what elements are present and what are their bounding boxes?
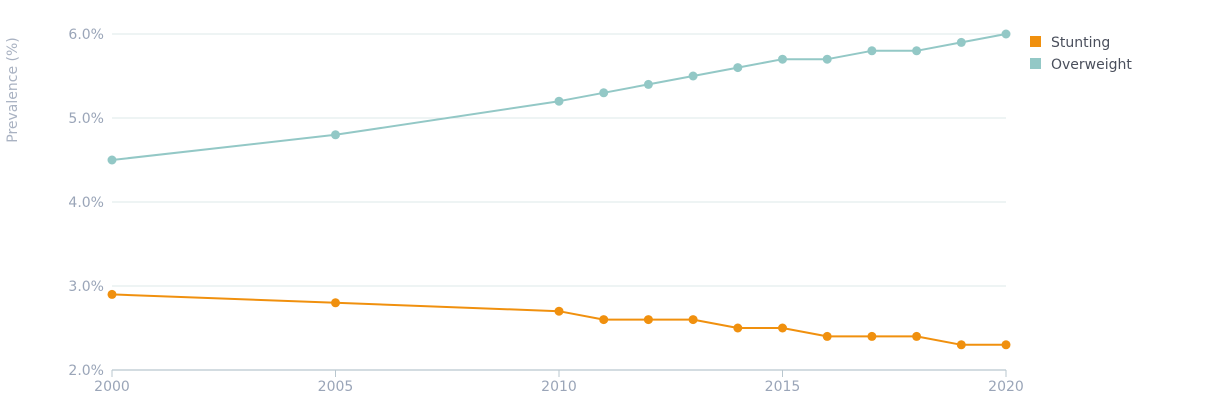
y-tick-label: 3.0% xyxy=(68,279,104,295)
x-axis-ticks: 2000 2005 2010 2015 2020 xyxy=(94,370,1024,395)
data-point-stunting[interactable] xyxy=(822,331,832,341)
data-point-overweight[interactable] xyxy=(1001,29,1011,39)
data-point-overweight[interactable] xyxy=(822,54,832,64)
legend-label-overweight[interactable]: Overweight xyxy=(1051,57,1132,73)
data-point-overweight[interactable] xyxy=(331,130,340,140)
x-tick-label: 2010 xyxy=(541,379,577,395)
legend: Stunting Overweight xyxy=(1030,35,1132,73)
data-point-overweight[interactable] xyxy=(912,46,922,56)
x-tick-label: 2005 xyxy=(318,379,354,395)
legend-swatch-overweight xyxy=(1030,58,1041,69)
data-point-stunting[interactable] xyxy=(554,306,564,316)
series-group xyxy=(107,29,1011,350)
data-point-stunting[interactable] xyxy=(107,289,117,299)
data-point-stunting[interactable] xyxy=(1001,340,1011,350)
legend-swatch-stunting xyxy=(1030,36,1041,47)
data-point-overweight[interactable] xyxy=(733,63,743,73)
y-tick-label: 2.0% xyxy=(68,363,104,379)
data-point-overweight[interactable] xyxy=(599,88,609,98)
data-point-stunting[interactable] xyxy=(643,315,653,325)
series-overweight xyxy=(107,29,1011,165)
data-point-overweight[interactable] xyxy=(956,37,966,47)
data-point-stunting[interactable] xyxy=(331,298,340,308)
y-axis-ticks: 2.0% 3.0% 4.0% 5.0% 6.0% xyxy=(68,27,104,379)
data-point-overweight[interactable] xyxy=(688,71,698,81)
y-tick-label: 5.0% xyxy=(68,111,104,127)
data-point-overweight[interactable] xyxy=(778,54,787,64)
x-tick-label: 2015 xyxy=(765,379,801,395)
data-point-stunting[interactable] xyxy=(912,331,922,341)
data-point-stunting[interactable] xyxy=(688,315,698,325)
data-point-stunting[interactable] xyxy=(733,323,743,333)
data-point-overweight[interactable] xyxy=(554,96,564,106)
data-point-stunting[interactable] xyxy=(599,315,609,325)
series-stunting xyxy=(107,289,1011,350)
data-point-overweight[interactable] xyxy=(643,79,653,89)
legend-label-stunting[interactable]: Stunting xyxy=(1051,35,1110,51)
y-axis-title: Prevalence (%) xyxy=(5,37,21,143)
data-point-overweight[interactable] xyxy=(867,46,877,56)
grid xyxy=(112,33,1006,371)
x-tick-label: 2020 xyxy=(988,379,1024,395)
x-tick-label: 2000 xyxy=(94,379,130,395)
data-point-stunting[interactable] xyxy=(867,331,877,341)
y-tick-label: 4.0% xyxy=(68,195,104,211)
data-point-stunting[interactable] xyxy=(956,340,966,350)
data-point-overweight[interactable] xyxy=(107,155,117,165)
y-tick-label: 6.0% xyxy=(68,27,104,43)
data-point-stunting[interactable] xyxy=(778,323,787,333)
